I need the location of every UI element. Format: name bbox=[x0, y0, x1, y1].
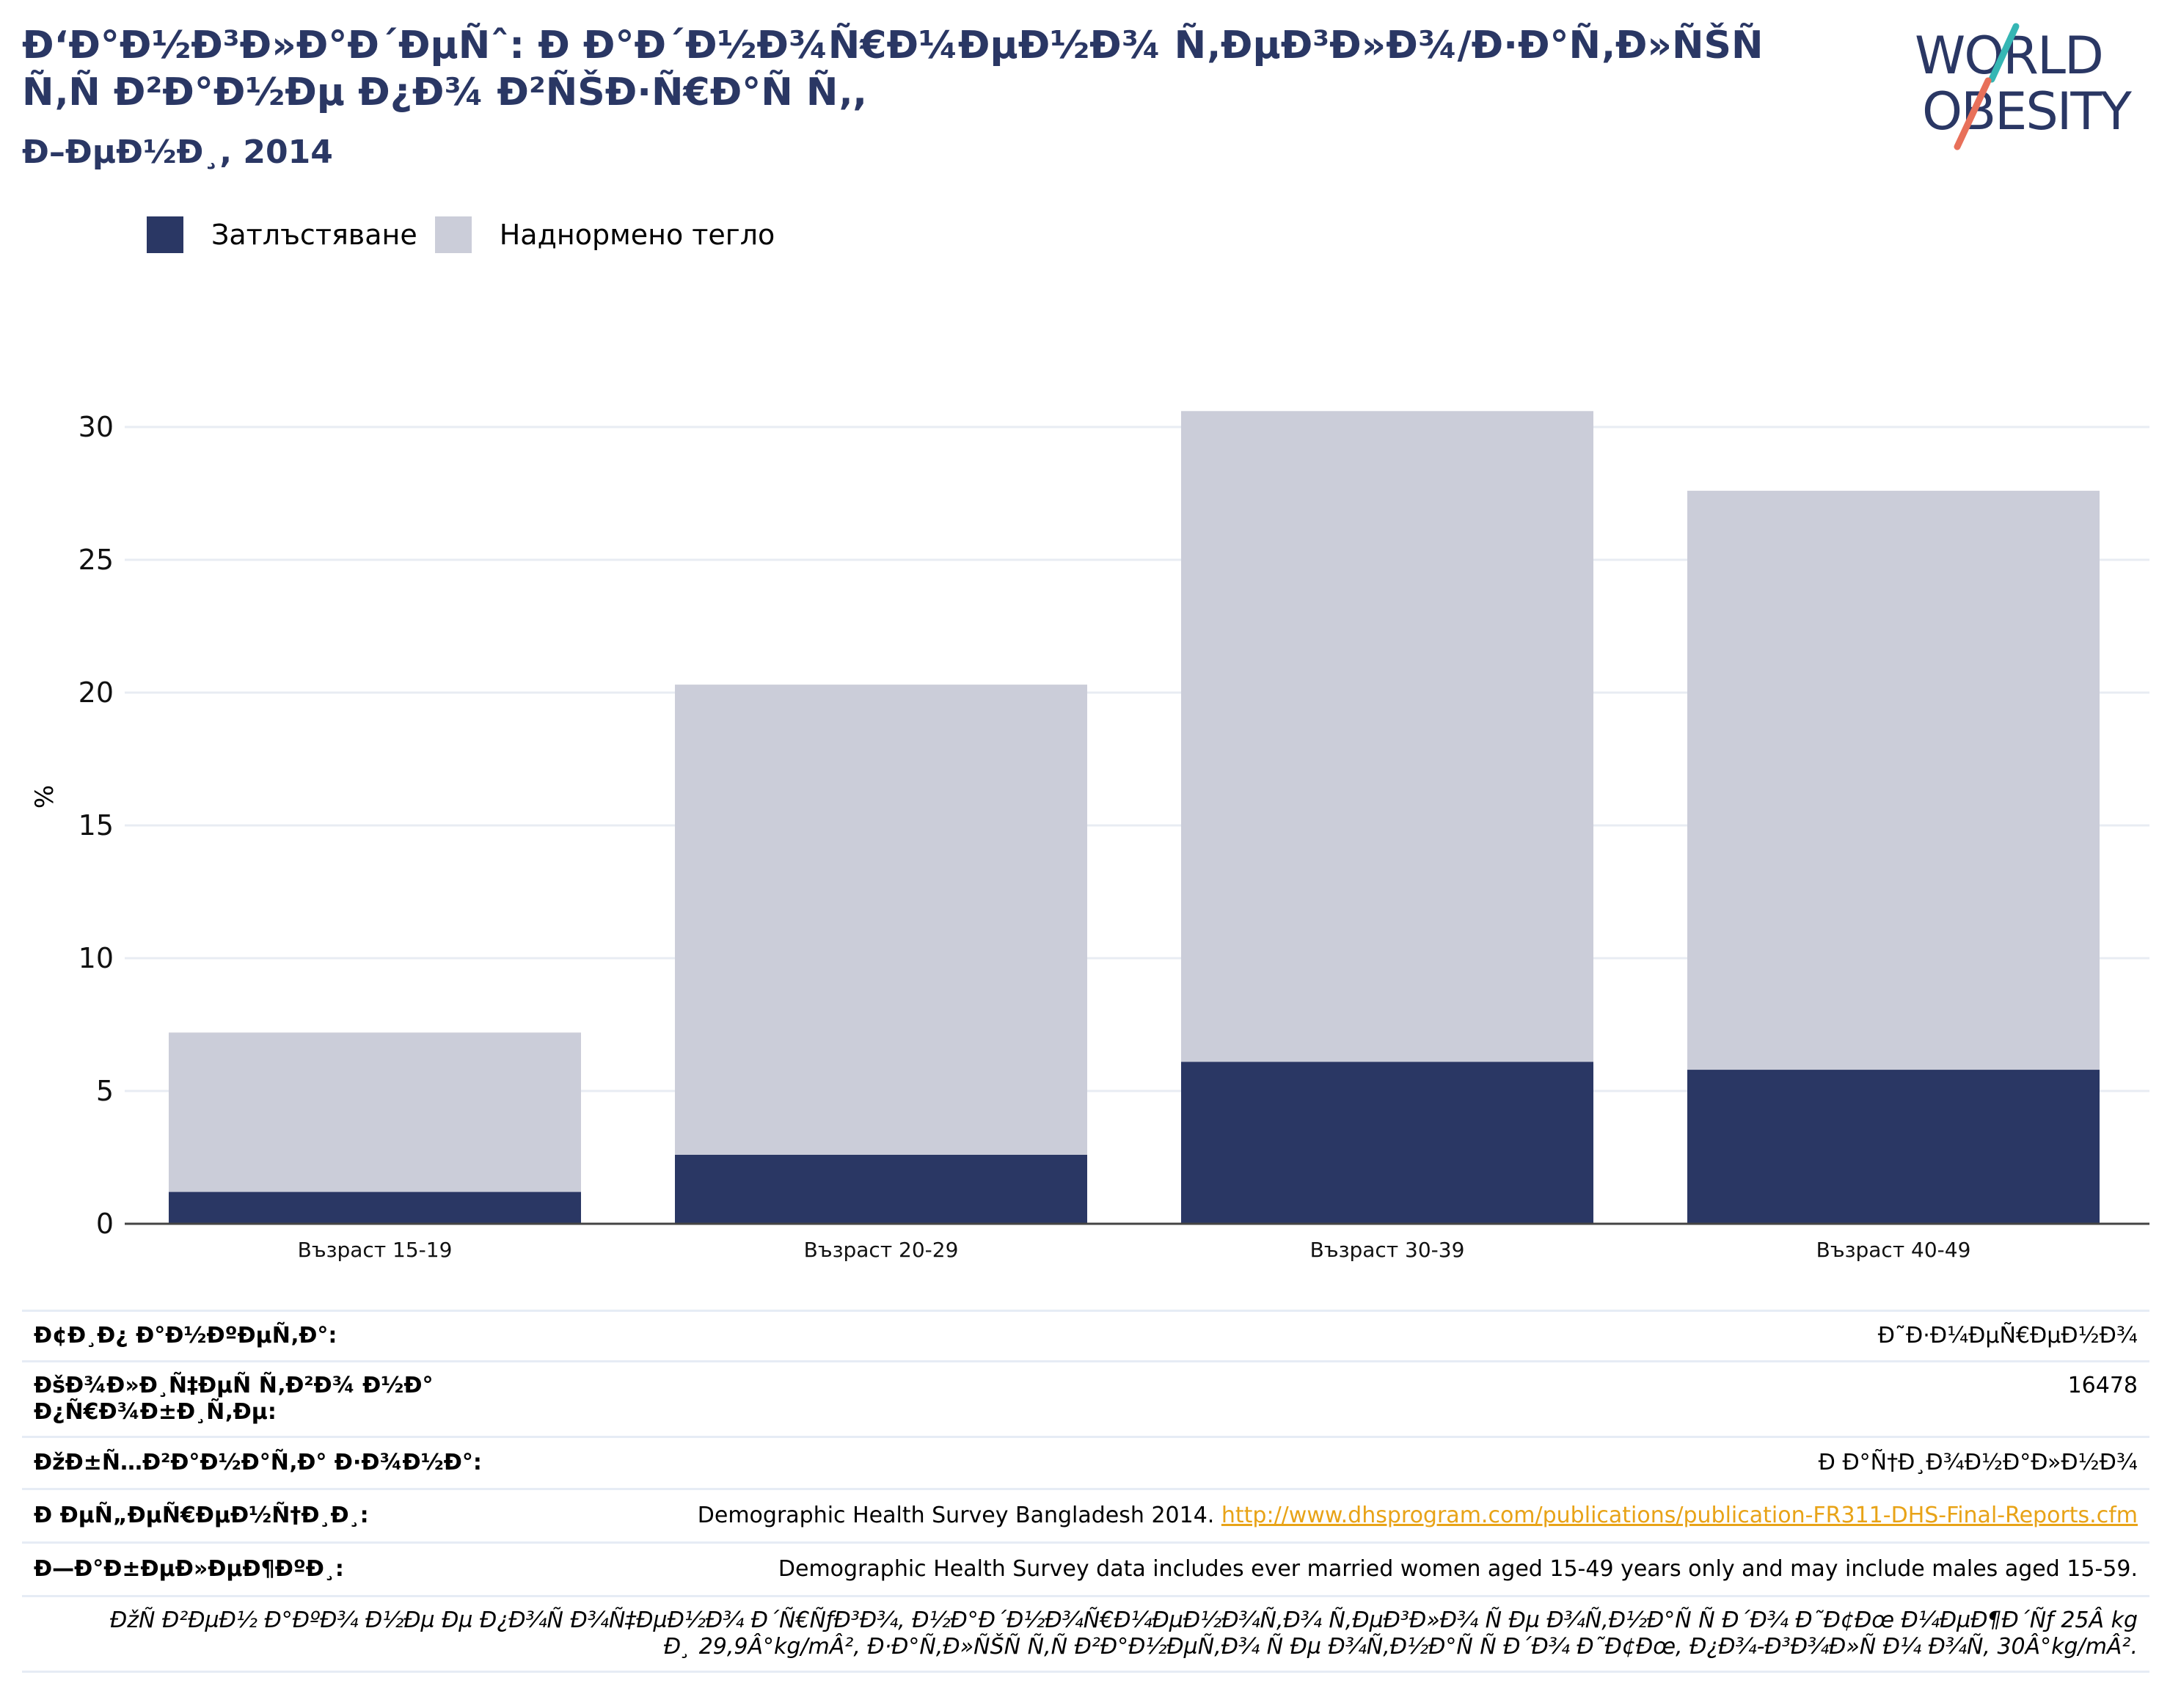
stacked-bar-chart: 0 5 10 15 20 25 30% Възраст 15-19 Възраст 20-29 В… bbox=[30, 411, 2149, 1262]
logo-obesity-text: OBESITY bbox=[1922, 81, 2132, 142]
footnote: ÐžÑ Ð²ÐµÐ½ Ð°ÐºÐ¾ Ð½Ðµ Ðµ Ð¿Ð¾Ñ Ð¾Ñ‡ÐµÐ½… bbox=[110, 1607, 2138, 1660]
row-value: Ð Ð°Ñ†Ð¸Ð¾Ð½Ð°Ð»Ð½Ð¾ bbox=[1818, 1450, 2138, 1475]
y-tick-label: 5 bbox=[96, 1075, 114, 1107]
legend-label-overweight: Наднормено тегло bbox=[499, 219, 775, 251]
row-key: ÐžÐ±Ñ…Ð²Ð°Ð½Ð°Ñ‚Ð° Ð·Ð¾Ð½Ð°: bbox=[34, 1450, 482, 1475]
y-tick-label: 15 bbox=[78, 809, 114, 842]
chart-title: Ð‘Ð°Ð½Ð³Ð»Ð°Ð´ÐµÑˆ: Ð Ð°Ð´Ð½Ð¾Ñ€Ð¼ÐµÐ½Ð¾… bbox=[22, 23, 1764, 114]
legend-label-obesity: Затлъстяване bbox=[211, 219, 417, 251]
bar-obesity bbox=[675, 1154, 1087, 1224]
bar-overweight bbox=[1181, 411, 1593, 1062]
bar-overweight bbox=[675, 685, 1087, 1155]
y-tick-label: 20 bbox=[78, 676, 114, 709]
x-tick-label: Възраст 15-19 bbox=[298, 1238, 453, 1262]
legend-swatch-overweight bbox=[434, 216, 472, 253]
y-tick-label: 30 bbox=[78, 411, 114, 443]
info-table: Ð¢Ð¸Ð¿ Ð°Ð½ÐºÐµÑ‚Ð°: Ð˜Ð·Ð¼ÐµÑ€ÐµÐ½Ð¾ Ðš… bbox=[22, 1310, 2149, 1673]
table-row: ÐžÐ±Ñ…Ð²Ð°Ð½Ð°Ñ‚Ð° Ð·Ð¾Ð½Ð°: Ð Ð°Ñ†Ð¸Ð¾Ð… bbox=[22, 1436, 2149, 1488]
table-row: Ð ÐµÑ„ÐµÑ€ÐµÐ½Ñ†Ð¸Ð¸: Demographic Health… bbox=[22, 1488, 2149, 1541]
y-tick-label: 0 bbox=[96, 1208, 114, 1240]
bar-obesity bbox=[1687, 1070, 2100, 1224]
bar-overweight bbox=[169, 1032, 581, 1192]
x-tick-label: Възраст 30-39 bbox=[1310, 1238, 1465, 1262]
row-value: 16478 bbox=[2067, 1373, 2138, 1398]
y-axis-label: % bbox=[30, 785, 59, 809]
y-tick-label: 25 bbox=[78, 544, 114, 576]
world-obesity-logo: WORLD OBESITY bbox=[1915, 23, 2133, 150]
table-row: ÐšÐ¾Ð»Ð¸Ñ‡ÐµÑ Ñ‚Ð²Ð¾ Ð½Ð° Ð¿Ñ€Ð¾Ð±Ð¸Ñ‚Ðµ… bbox=[22, 1360, 2149, 1436]
reference-link[interactable]: http://www.dhsprogram.com/publications/p… bbox=[1221, 1503, 2138, 1528]
bar-obesity bbox=[169, 1191, 581, 1224]
chart-subtitle: Ð–ÐµÐ½Ð¸, 2014 bbox=[22, 134, 333, 171]
x-tick-label: Възраст 40-49 bbox=[1816, 1238, 1971, 1262]
legend: Затлъстяване Наднормено тегло bbox=[147, 216, 792, 253]
logo-red-slash bbox=[1954, 77, 1992, 150]
row-key: Ð—Ð°Ð±ÐµÐ»ÐµÐ¶ÐºÐ¸: bbox=[34, 1556, 344, 1582]
row-value: Demographic Health Survey data includes … bbox=[778, 1556, 2138, 1582]
table-row: Ð¢Ð¸Ð¿ Ð°Ð½ÐºÐµÑ‚Ð°: Ð˜Ð·Ð¼ÐµÑ€ÐµÐ½Ð¾ bbox=[22, 1310, 2149, 1360]
row-key: ÐšÐ¾Ð»Ð¸Ñ‡ÐµÑ Ñ‚Ð²Ð¾ Ð½Ð° Ð¿Ñ€Ð¾Ð±Ð¸Ñ‚Ðµ… bbox=[34, 1373, 434, 1425]
logo-teal-slash bbox=[1988, 23, 2020, 83]
row-value: Ð˜Ð·Ð¼ÐµÑ€ÐµÐ½Ð¾ bbox=[1877, 1323, 2138, 1348]
footnote-row: ÐžÑ Ð²ÐµÐ½ Ð°ÐºÐ¾ Ð½Ðµ Ðµ Ð¿Ð¾Ñ Ð¾Ñ‡ÐµÐ½… bbox=[22, 1595, 2149, 1673]
bar-obesity bbox=[1181, 1062, 1593, 1224]
reference-text: Demographic Health Survey Bangladesh 201… bbox=[697, 1503, 1215, 1528]
x-tick-label: Възраст 20-29 bbox=[804, 1238, 959, 1262]
y-tick-label: 10 bbox=[78, 942, 114, 974]
legend-swatch-obesity bbox=[147, 216, 183, 253]
row-key: Ð ÐµÑ„ÐµÑ€ÐµÐ½Ñ†Ð¸Ð¸: bbox=[34, 1503, 369, 1528]
bar-overweight bbox=[1687, 490, 2100, 1070]
table-row: Ð—Ð°Ð±ÐµÐ»ÐµÐ¶ÐºÐ¸: Demographic Health S… bbox=[22, 1541, 2149, 1595]
row-value-references: Demographic Health Survey Bangladesh 201… bbox=[698, 1503, 2138, 1529]
row-key: Ð¢Ð¸Ð¿ Ð°Ð½ÐºÐµÑ‚Ð°: bbox=[34, 1323, 337, 1348]
